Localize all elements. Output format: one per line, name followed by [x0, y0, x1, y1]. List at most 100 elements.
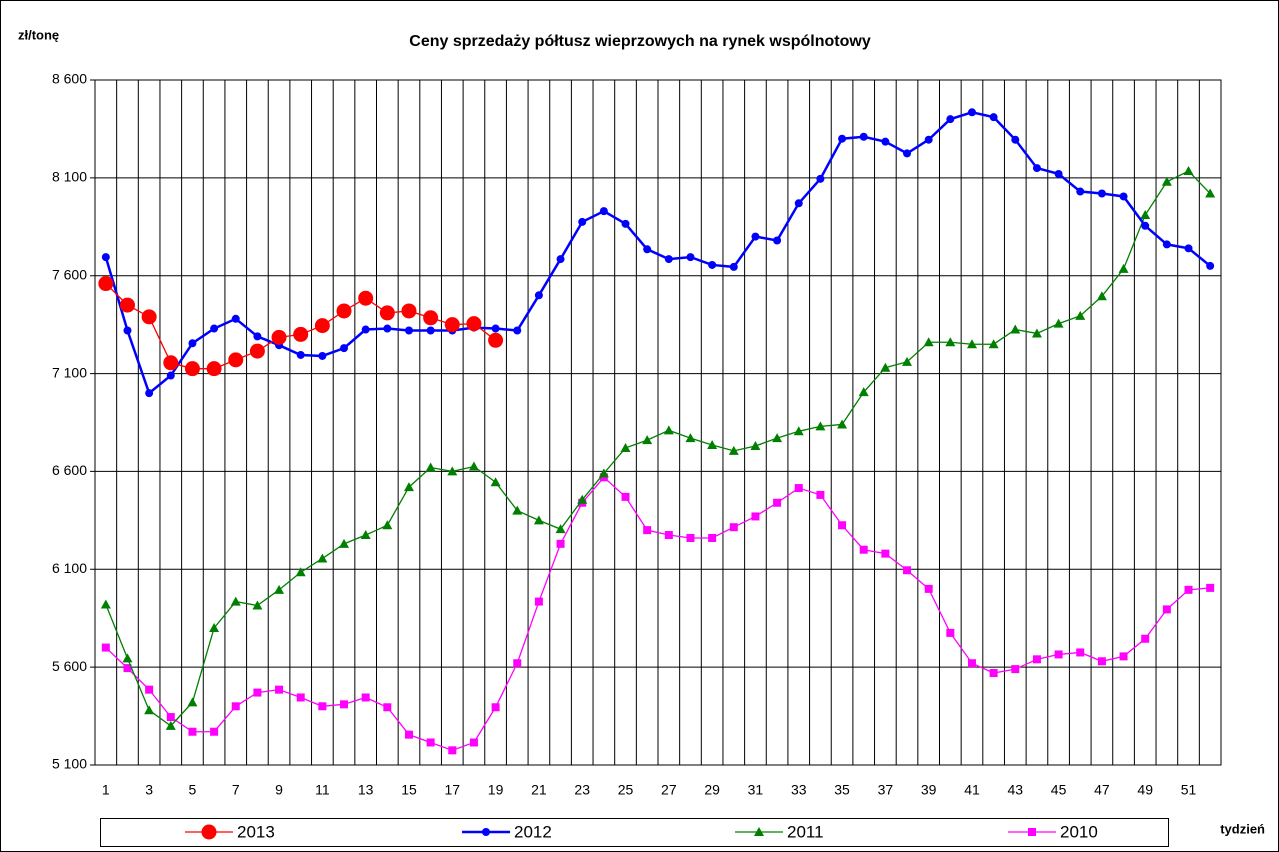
point: [750, 440, 761, 450]
point: [296, 350, 305, 359]
point: [751, 512, 760, 521]
point: [881, 549, 890, 558]
x-tick-label: 31: [748, 782, 764, 798]
point: [166, 713, 175, 722]
point: [249, 343, 265, 359]
point: [253, 688, 262, 697]
point: [275, 685, 284, 694]
point: [881, 137, 890, 146]
y-tick-label: 8 600: [52, 71, 87, 87]
point: [404, 326, 413, 335]
point: [1010, 324, 1021, 334]
y-tick-label: 6 100: [52, 560, 87, 576]
point: [642, 435, 653, 445]
point: [231, 314, 240, 323]
x-tick-label: 13: [358, 782, 374, 798]
point: [122, 653, 133, 663]
x-tick-label: 27: [661, 782, 677, 798]
point: [1076, 187, 1085, 196]
point: [512, 505, 523, 515]
point: [210, 324, 219, 333]
x-tick-label: 29: [704, 782, 720, 798]
point: [404, 730, 413, 739]
point: [773, 236, 782, 245]
point: [858, 387, 869, 397]
point: [903, 149, 912, 158]
point: [293, 326, 309, 342]
point: [556, 539, 565, 548]
point: [1206, 261, 1215, 270]
point: [253, 332, 262, 341]
x-tick-label: 45: [1051, 782, 1067, 798]
point: [924, 584, 933, 593]
point: [534, 597, 543, 606]
x-tick-label: 43: [1007, 782, 1023, 798]
x-tick-label: 1: [102, 782, 110, 798]
point: [317, 553, 328, 563]
point: [360, 530, 371, 540]
point: [1161, 176, 1172, 186]
point: [1097, 657, 1106, 666]
point: [1119, 192, 1128, 201]
x-tick-label: 3: [145, 782, 153, 798]
point: [228, 352, 244, 368]
point: [1054, 169, 1063, 178]
point: [98, 276, 114, 292]
point: [1119, 652, 1128, 661]
point: [1184, 244, 1193, 253]
y-tick-label: 8 100: [52, 169, 87, 185]
point: [534, 291, 543, 300]
point: [664, 255, 673, 264]
point: [924, 135, 933, 144]
x-tick-label: 7: [232, 782, 240, 798]
point: [946, 115, 955, 124]
legend: [100, 818, 1169, 847]
point: [468, 461, 479, 471]
point: [1184, 585, 1193, 594]
x-tick-label: 23: [574, 782, 590, 798]
point: [686, 253, 695, 262]
point: [1075, 310, 1086, 320]
point: [100, 599, 111, 609]
legend-label: 2010: [1060, 822, 1098, 841]
point: [751, 232, 760, 241]
point: [188, 727, 197, 736]
point: [794, 199, 803, 208]
point: [663, 425, 674, 435]
x-tick-label: 19: [488, 782, 504, 798]
point: [708, 533, 717, 542]
series-line: [105, 476, 1211, 752]
point: [339, 538, 350, 548]
point: [145, 389, 154, 398]
point: [448, 746, 457, 755]
point: [423, 310, 439, 326]
point: [209, 623, 220, 632]
point: [488, 332, 504, 348]
point: [144, 705, 155, 715]
point: [773, 498, 782, 507]
point: [859, 132, 868, 141]
point: [296, 693, 305, 702]
point: [271, 329, 287, 345]
point: [989, 113, 998, 122]
point: [361, 325, 370, 334]
y-tick-label: 5 100: [52, 756, 87, 772]
point: [361, 693, 370, 702]
point: [599, 207, 608, 216]
point: [880, 362, 891, 372]
point: [184, 361, 200, 377]
series-line: [105, 170, 1211, 727]
point: [230, 596, 241, 606]
point: [1162, 240, 1171, 249]
point: [859, 545, 868, 554]
point: [188, 339, 197, 348]
series-line: [104, 110, 1211, 396]
x-tick-label: 9: [275, 782, 283, 798]
point: [1028, 828, 1036, 836]
point: [1141, 634, 1150, 643]
point: [989, 669, 998, 678]
x-tick-label: 33: [791, 782, 807, 798]
x-tick-label: 51: [1181, 782, 1197, 798]
point: [967, 659, 976, 668]
point: [1096, 291, 1107, 301]
